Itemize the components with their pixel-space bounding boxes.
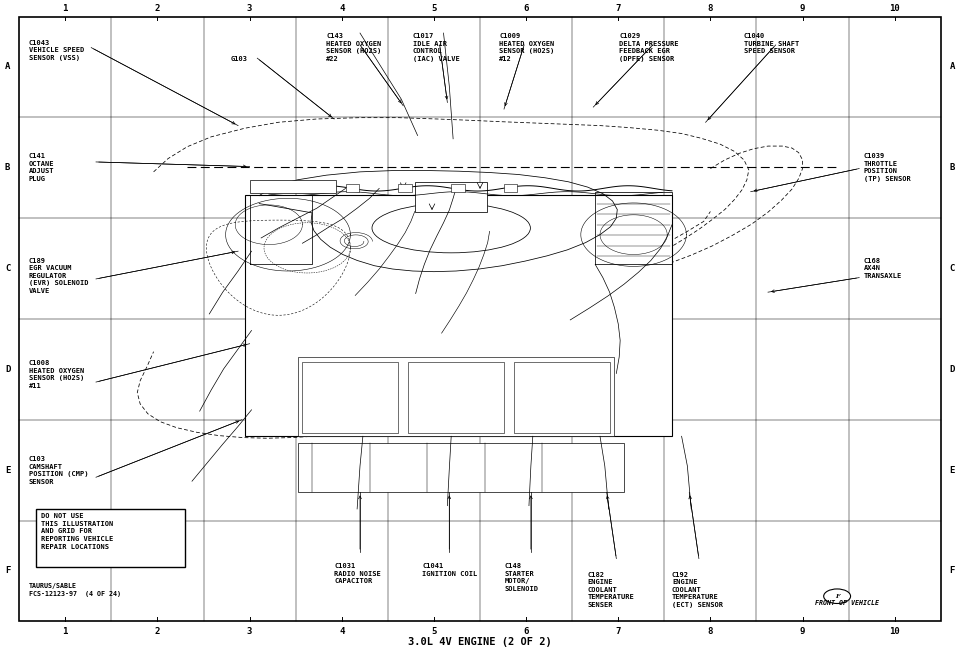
Text: 1: 1 — [62, 4, 68, 13]
Text: A: A — [949, 62, 955, 71]
Text: 8: 8 — [708, 4, 713, 13]
Text: C168
AX4N
TRANSAXLE: C168 AX4N TRANSAXLE — [864, 258, 902, 279]
Text: C143
HEATED OXYGEN
SENSOR (HO2S)
#22: C143 HEATED OXYGEN SENSOR (HO2S) #22 — [326, 33, 382, 61]
Text: 7: 7 — [615, 627, 621, 636]
Text: C: C — [5, 264, 11, 273]
Ellipse shape — [372, 203, 531, 253]
Text: TAURUS/SABLE
FCS-12123-97  (4 OF 24): TAURUS/SABLE FCS-12123-97 (4 OF 24) — [29, 583, 121, 596]
Text: C1043
VEHICLE SPEED
SENSOR (VSS): C1043 VEHICLE SPEED SENSOR (VSS) — [29, 40, 84, 61]
Text: C189
EGR VACUUM
REGULATOR
(EVR) SOLENOID
VALVE: C189 EGR VACUUM REGULATOR (EVR) SOLENOID… — [29, 258, 88, 293]
Text: 2: 2 — [155, 627, 160, 636]
Bar — [298, 357, 614, 436]
Text: E: E — [5, 465, 11, 475]
Text: G103: G103 — [230, 56, 248, 62]
Text: C1009
HEATED OXYGEN
SENSOR (HO2S)
#12: C1009 HEATED OXYGEN SENSOR (HO2S) #12 — [499, 33, 555, 61]
Text: C1031
RADIO NOISE
CAPACITOR: C1031 RADIO NOISE CAPACITOR — [334, 563, 381, 584]
Text: D: D — [5, 365, 11, 374]
Text: C141
OCTANE
ADJUST
PLUG: C141 OCTANE ADJUST PLUG — [29, 153, 55, 182]
Text: C148
STARTER
MOTOR/
SOLENOID: C148 STARTER MOTOR/ SOLENOID — [505, 563, 539, 592]
Text: C182
ENGINE
COOLANT
TEMPERATURE
SENSER: C182 ENGINE COOLANT TEMPERATURE SENSER — [588, 572, 635, 607]
Text: C192
ENGINE
COOLANT
TEMPERATURE
(ECT) SENSOR: C192 ENGINE COOLANT TEMPERATURE (ECT) SE… — [672, 572, 723, 607]
Text: 10: 10 — [889, 627, 900, 636]
Text: 3: 3 — [247, 4, 252, 13]
Text: 5: 5 — [431, 627, 437, 636]
Text: B: B — [5, 163, 11, 173]
Text: C1039
THROTTLE
POSITION
(TP) SENSOR: C1039 THROTTLE POSITION (TP) SENSOR — [864, 153, 911, 182]
Text: 8: 8 — [708, 627, 713, 636]
Bar — [408, 362, 504, 433]
Text: A: A — [5, 62, 11, 71]
Text: D: D — [949, 365, 955, 374]
Text: F: F — [5, 566, 11, 576]
Text: 6: 6 — [523, 627, 529, 636]
Text: 1: 1 — [62, 627, 68, 636]
Text: B: B — [949, 163, 955, 173]
Text: 4: 4 — [339, 4, 345, 13]
Text: C1040
TURBINE SHAFT
SPEED SENSOR: C1040 TURBINE SHAFT SPEED SENSOR — [744, 33, 800, 54]
Bar — [451, 184, 465, 192]
Bar — [250, 180, 336, 193]
Bar — [415, 182, 487, 212]
Bar — [514, 362, 610, 433]
Text: 3: 3 — [247, 627, 252, 636]
Text: 6: 6 — [523, 4, 529, 13]
Bar — [346, 184, 359, 192]
Bar — [302, 362, 398, 433]
Text: C: C — [949, 264, 955, 273]
Text: FRONT OF VEHICLE: FRONT OF VEHICLE — [815, 600, 878, 606]
Text: 9: 9 — [800, 627, 805, 636]
Text: 4: 4 — [339, 627, 345, 636]
Text: 5: 5 — [431, 4, 437, 13]
Text: F: F — [835, 594, 839, 599]
Text: C1041
IGNITION COIL: C1041 IGNITION COIL — [422, 563, 478, 576]
Text: C1017
IDLE AIR
CONTROL
(IAC) VALVE: C1017 IDLE AIR CONTROL (IAC) VALVE — [413, 33, 460, 61]
Bar — [298, 443, 624, 492]
Ellipse shape — [824, 589, 851, 603]
Text: 3.0L 4V ENGINE (2 OF 2): 3.0L 4V ENGINE (2 OF 2) — [408, 637, 552, 648]
Text: DO NOT USE
THIS ILLUSTRATION
AND GRID FOR
REPORTING VEHICLE
REPAIR LOCATIONS: DO NOT USE THIS ILLUSTRATION AND GRID FO… — [41, 513, 113, 550]
Bar — [504, 184, 517, 192]
Text: 9: 9 — [800, 4, 805, 13]
Text: 7: 7 — [615, 4, 621, 13]
Bar — [36, 509, 185, 567]
Text: C103
CAMSHAFT
POSITION (CMP)
SENSOR: C103 CAMSHAFT POSITION (CMP) SENSOR — [29, 456, 88, 485]
Text: F: F — [949, 566, 955, 576]
Text: C1008
HEATED OXYGEN
SENSOR (HO2S)
#11: C1008 HEATED OXYGEN SENSOR (HO2S) #11 — [29, 360, 84, 389]
Text: 2: 2 — [155, 4, 160, 13]
Text: 10: 10 — [889, 4, 900, 13]
Text: E: E — [949, 465, 955, 475]
Bar — [398, 184, 412, 192]
Text: C1029
DELTA PRESSURE
FEEDBACK EGR
(DPFE) SENSOR: C1029 DELTA PRESSURE FEEDBACK EGR (DPFE)… — [619, 33, 679, 61]
Bar — [245, 195, 672, 436]
